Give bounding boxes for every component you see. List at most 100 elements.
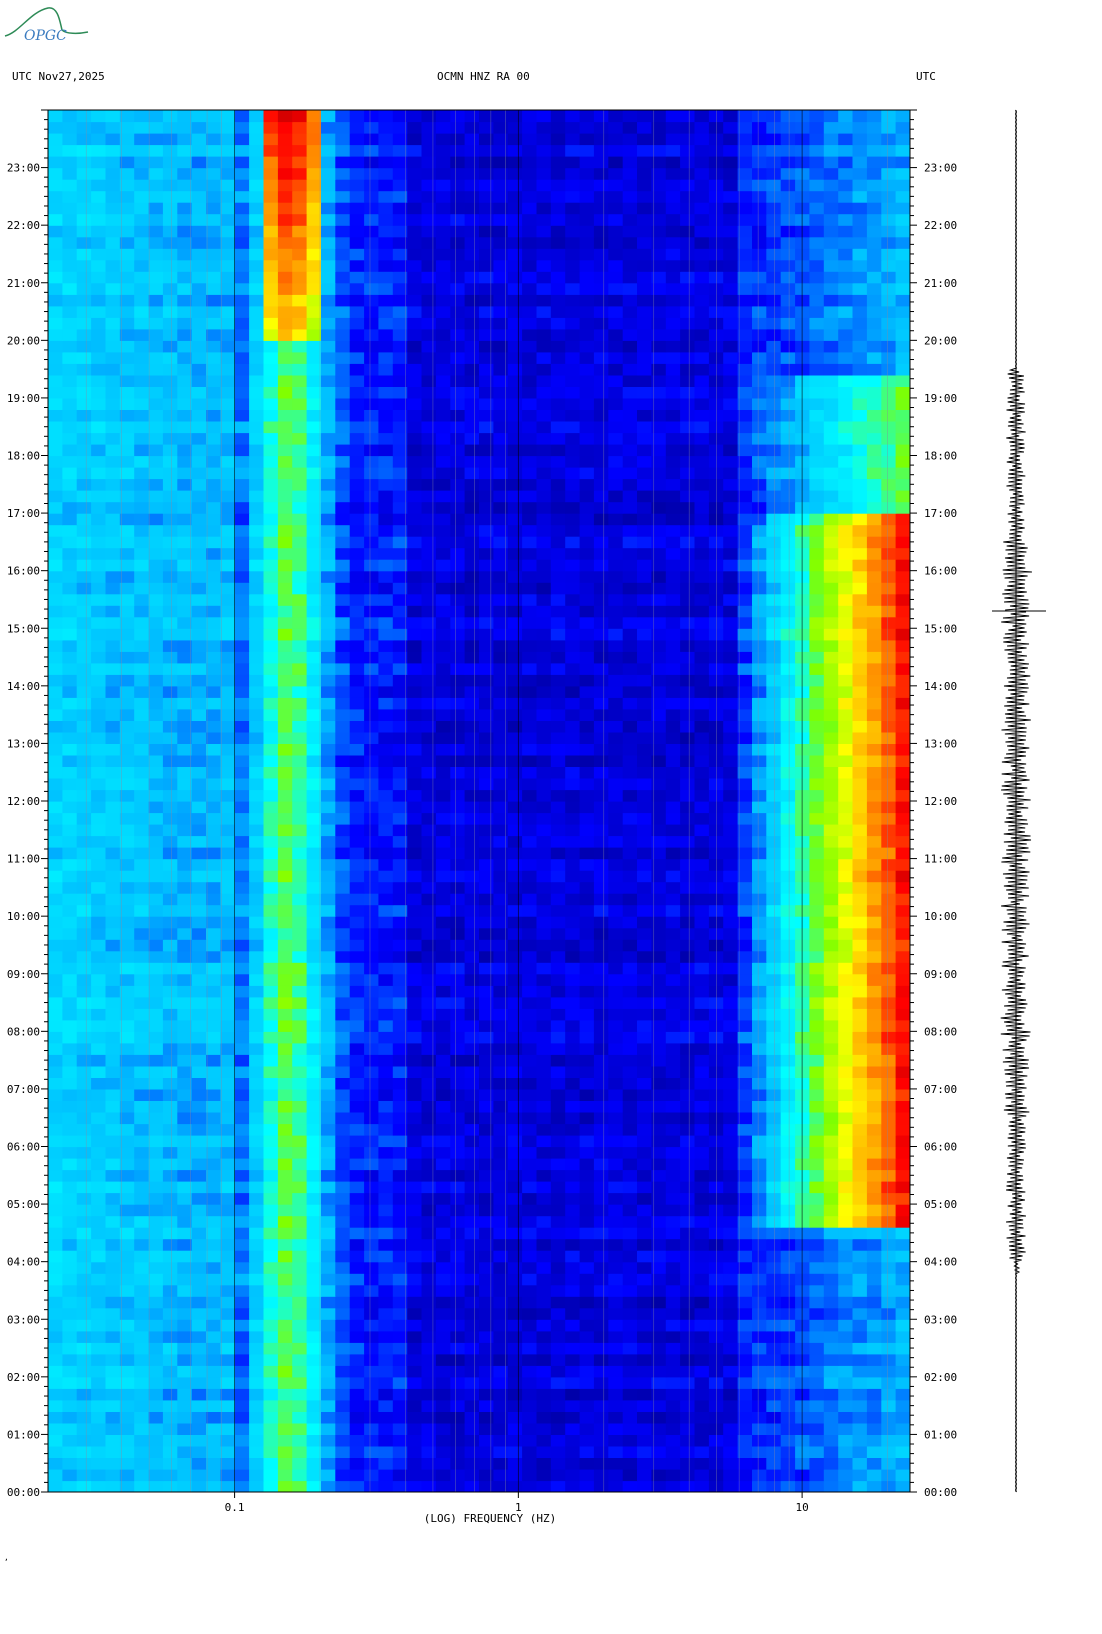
heat-cell <box>119 674 135 687</box>
heat-cell <box>565 1042 581 1055</box>
heat-cell <box>321 570 336 583</box>
heat-cell <box>119 1112 135 1125</box>
heat-cell <box>766 1123 782 1136</box>
heat-cell <box>694 1342 710 1355</box>
heat-cell <box>105 1445 121 1458</box>
heat-cell <box>206 766 221 779</box>
heat-cell <box>62 1054 78 1067</box>
heat-cell <box>723 1146 739 1159</box>
heat-cell <box>637 962 652 975</box>
heat-cell <box>550 1261 566 1274</box>
heat-cell <box>895 916 910 929</box>
heat-cell <box>550 801 566 814</box>
heat-cell <box>378 824 394 837</box>
heat-cell <box>823 1353 839 1366</box>
heat-cell <box>306 743 322 756</box>
heat-cell <box>795 904 811 917</box>
heat-cell <box>292 1353 308 1366</box>
heat-cell <box>680 628 696 641</box>
heat-cell <box>321 1330 336 1343</box>
heat-cell <box>206 1261 221 1274</box>
heat-cell <box>292 962 308 975</box>
heat-cell <box>579 1204 595 1217</box>
heat-cell <box>48 570 63 583</box>
heat-cell <box>277 1065 293 1078</box>
heat-cell <box>292 1215 308 1228</box>
heat-cell <box>464 1469 480 1482</box>
heat-cell <box>392 559 408 572</box>
heat-cell <box>220 547 236 560</box>
heat-cell <box>622 1399 638 1412</box>
heat-cell <box>823 973 839 986</box>
heat-cell <box>134 1284 150 1297</box>
heat-cell <box>737 1238 753 1251</box>
heat-cell <box>838 1307 854 1320</box>
heat-cell <box>809 1376 825 1389</box>
heat-cell <box>364 1031 380 1044</box>
heat-cell <box>694 662 710 675</box>
heat-cell <box>177 1227 193 1240</box>
heat-cell <box>608 1261 624 1274</box>
heat-cell <box>895 616 910 629</box>
heat-cell <box>651 1342 667 1355</box>
heat-cell <box>349 593 365 606</box>
heat-cell <box>392 616 408 629</box>
heat-cell <box>881 962 897 975</box>
heat-cell <box>737 847 753 860</box>
heat-cell <box>780 973 796 986</box>
heat-cell <box>752 1284 767 1297</box>
heat-cell <box>493 1192 509 1205</box>
heat-cell <box>723 1077 739 1090</box>
heat-cell <box>378 639 394 652</box>
heat-cell <box>507 1146 523 1159</box>
heat-cell <box>464 708 480 721</box>
heat-cell <box>536 1457 552 1470</box>
heat-cell <box>493 985 509 998</box>
heat-cell <box>881 605 897 618</box>
heat-cell <box>852 1238 868 1251</box>
heat-cell <box>407 1031 423 1044</box>
heat-cell <box>479 1319 494 1332</box>
heat-cell <box>809 835 825 848</box>
heat-cell <box>263 1065 279 1078</box>
heat-cell <box>493 1388 509 1401</box>
heat-cell <box>349 939 365 952</box>
heat-cell <box>766 801 782 814</box>
heat-cell <box>407 962 423 975</box>
heat-cell <box>119 1307 135 1320</box>
heat-cell <box>637 847 652 860</box>
heat-cell <box>550 1100 566 1113</box>
heat-cell <box>565 720 581 733</box>
heat-cell <box>637 731 652 744</box>
heat-cell <box>421 1123 437 1136</box>
heat-cell <box>852 927 868 940</box>
heat-cell <box>349 835 365 848</box>
heat-cell <box>809 766 825 779</box>
heat-cell <box>479 662 494 675</box>
heat-cell <box>493 1399 509 1412</box>
heat-cell <box>651 1100 667 1113</box>
heat-cell <box>206 1388 221 1401</box>
heat-cell <box>105 720 121 733</box>
heat-cell <box>866 536 882 549</box>
heat-cell <box>407 927 423 940</box>
heat-cell <box>795 1123 811 1136</box>
heat-cell <box>148 570 164 583</box>
heat-cell <box>206 1227 221 1240</box>
heat-cell <box>694 1112 710 1125</box>
heat-cell <box>292 927 308 940</box>
heat-cell <box>665 778 681 791</box>
heat-cell <box>421 1284 437 1297</box>
heat-cell <box>62 962 78 975</box>
heat-cell <box>91 1411 107 1424</box>
heat-cell <box>450 1169 466 1182</box>
heat-cell <box>766 1077 782 1090</box>
heat-cell <box>234 1284 250 1297</box>
heat-cell <box>148 1100 164 1113</box>
heat-cell <box>550 858 566 871</box>
heat-cell <box>766 662 782 675</box>
heat-cell <box>493 916 509 929</box>
heat-cell <box>823 824 839 837</box>
heat-cell <box>565 1319 581 1332</box>
